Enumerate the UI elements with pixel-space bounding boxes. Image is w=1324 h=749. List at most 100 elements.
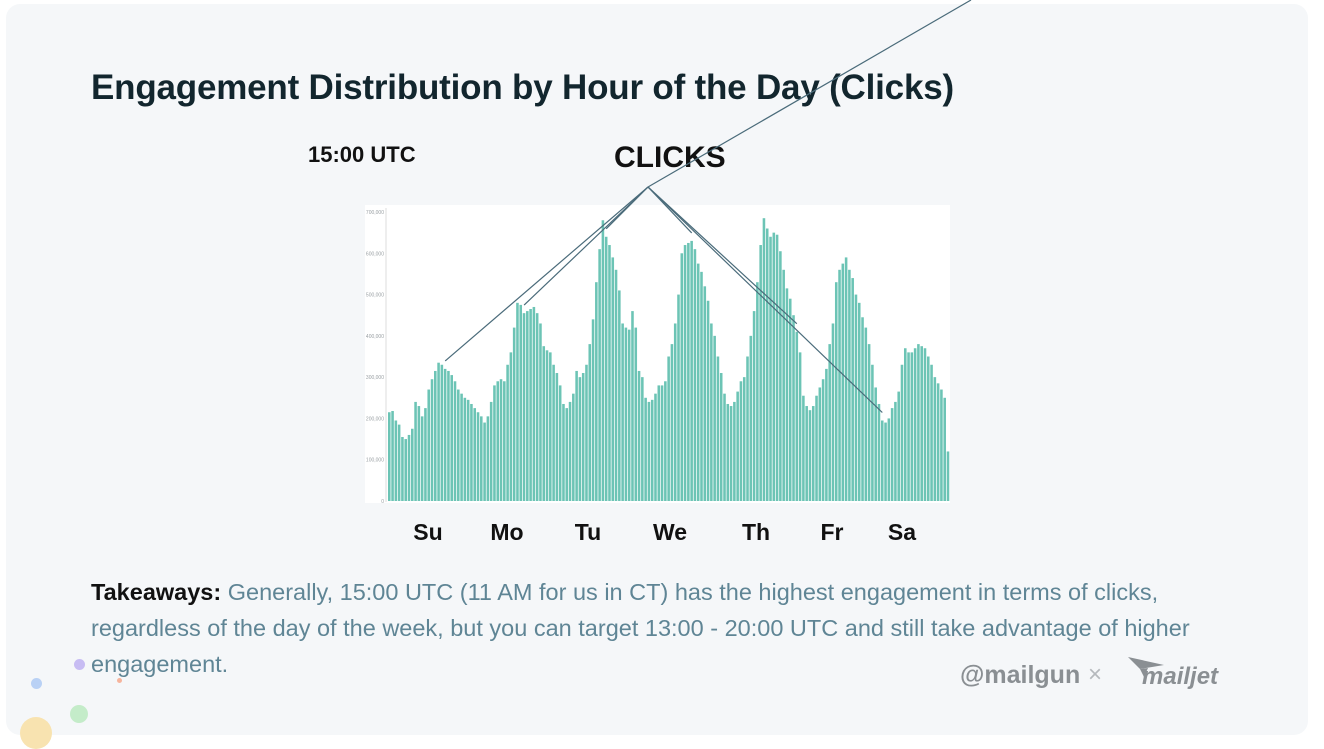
bar: [496, 381, 500, 501]
partner-logos: @mailgun × mailjet: [960, 655, 1250, 695]
bar: [772, 232, 776, 501]
bar: [437, 362, 440, 501]
bar: [907, 352, 910, 501]
y-tick-label: 500,000: [366, 293, 384, 299]
bar: [654, 393, 657, 501]
bar: [558, 385, 562, 501]
bar: [943, 397, 946, 501]
bar: [802, 395, 805, 501]
bar: [450, 375, 453, 501]
logo-separator: ×: [1088, 661, 1103, 688]
bar: [499, 379, 503, 501]
bar: [526, 311, 529, 501]
takeaways-text: Generally, 15:00 UTC (11 AM for us in CT…: [91, 579, 1190, 677]
bar: [838, 269, 841, 501]
annotation-line: [647, 0, 972, 188]
bar: [417, 406, 421, 501]
bar: [555, 373, 559, 501]
bar: [637, 370, 641, 501]
day-label: We: [652, 519, 688, 545]
bar: [779, 251, 782, 501]
bar: [884, 422, 887, 501]
bar: [703, 286, 707, 501]
day-label: Sa: [887, 519, 917, 545]
bar: [568, 401, 572, 501]
decorative-dot-orange: [117, 678, 122, 683]
bar: [687, 242, 690, 501]
bar: [641, 377, 644, 501]
mailgun-logo: @mailgun: [960, 661, 1081, 689]
bar: [834, 282, 838, 501]
bar: [677, 294, 680, 501]
bar: [552, 364, 555, 501]
annotation-line: [605, 186, 649, 230]
bar: [562, 403, 565, 501]
bar: [644, 397, 647, 501]
bar: [762, 218, 766, 501]
bar: [940, 389, 943, 501]
bar: [397, 424, 401, 501]
bar: [611, 257, 615, 501]
bar: [864, 327, 868, 501]
bar: [401, 437, 404, 501]
bar: [933, 377, 937, 501]
bar: [683, 245, 687, 501]
bar: [706, 300, 710, 501]
bar: [664, 381, 667, 501]
bar: [647, 401, 651, 501]
peak-hour-label: 15:00 UTC: [308, 142, 416, 167]
bar: [861, 317, 864, 501]
bar: [788, 298, 792, 501]
bar: [723, 393, 726, 501]
bar: [512, 327, 516, 501]
bar: [848, 269, 851, 501]
bar: [457, 389, 460, 501]
bar: [736, 391, 739, 501]
bar: [690, 240, 693, 501]
bar: [894, 401, 897, 501]
bar: [575, 370, 578, 501]
bar: [700, 271, 703, 501]
bar: [680, 253, 684, 501]
bar: [871, 364, 874, 501]
bar: [710, 323, 713, 501]
y-tick-label: 200,000: [366, 416, 384, 422]
bar: [391, 411, 394, 501]
bar: [910, 352, 914, 501]
bar: [443, 368, 447, 501]
bar: [542, 346, 546, 501]
bar: [759, 245, 762, 501]
y-tick-label: 300,000: [366, 375, 384, 381]
bar: [851, 278, 854, 501]
bar: [539, 323, 542, 501]
y-tick-label: 600,000: [366, 251, 384, 257]
bar: [581, 373, 585, 501]
bar: [585, 364, 588, 501]
takeaways-heading: Takeaways:: [91, 579, 222, 605]
bar: [854, 294, 858, 501]
bar: [480, 416, 483, 501]
mailjet-logo: mailjet: [1126, 655, 1226, 695]
bar: [411, 428, 414, 501]
bar: [733, 401, 736, 501]
bar: [466, 399, 470, 501]
y-tick-label: 400,000: [366, 334, 384, 340]
decorative-dot-green: [70, 705, 88, 723]
bar: [621, 323, 624, 501]
bar: [470, 403, 473, 501]
bar: [434, 370, 437, 501]
bar: [660, 385, 664, 501]
y-tick-label: 0: [381, 499, 384, 505]
bar: [522, 313, 526, 501]
bar: [591, 319, 595, 501]
bar: [828, 344, 831, 501]
decorative-dot-purple: [74, 659, 85, 670]
bar: [920, 346, 923, 501]
bar: [821, 379, 825, 501]
bar: [946, 451, 950, 501]
bar: [595, 282, 598, 501]
bar: [808, 410, 812, 501]
bar: [414, 401, 417, 501]
bar: [857, 302, 861, 501]
bar: [519, 304, 523, 501]
